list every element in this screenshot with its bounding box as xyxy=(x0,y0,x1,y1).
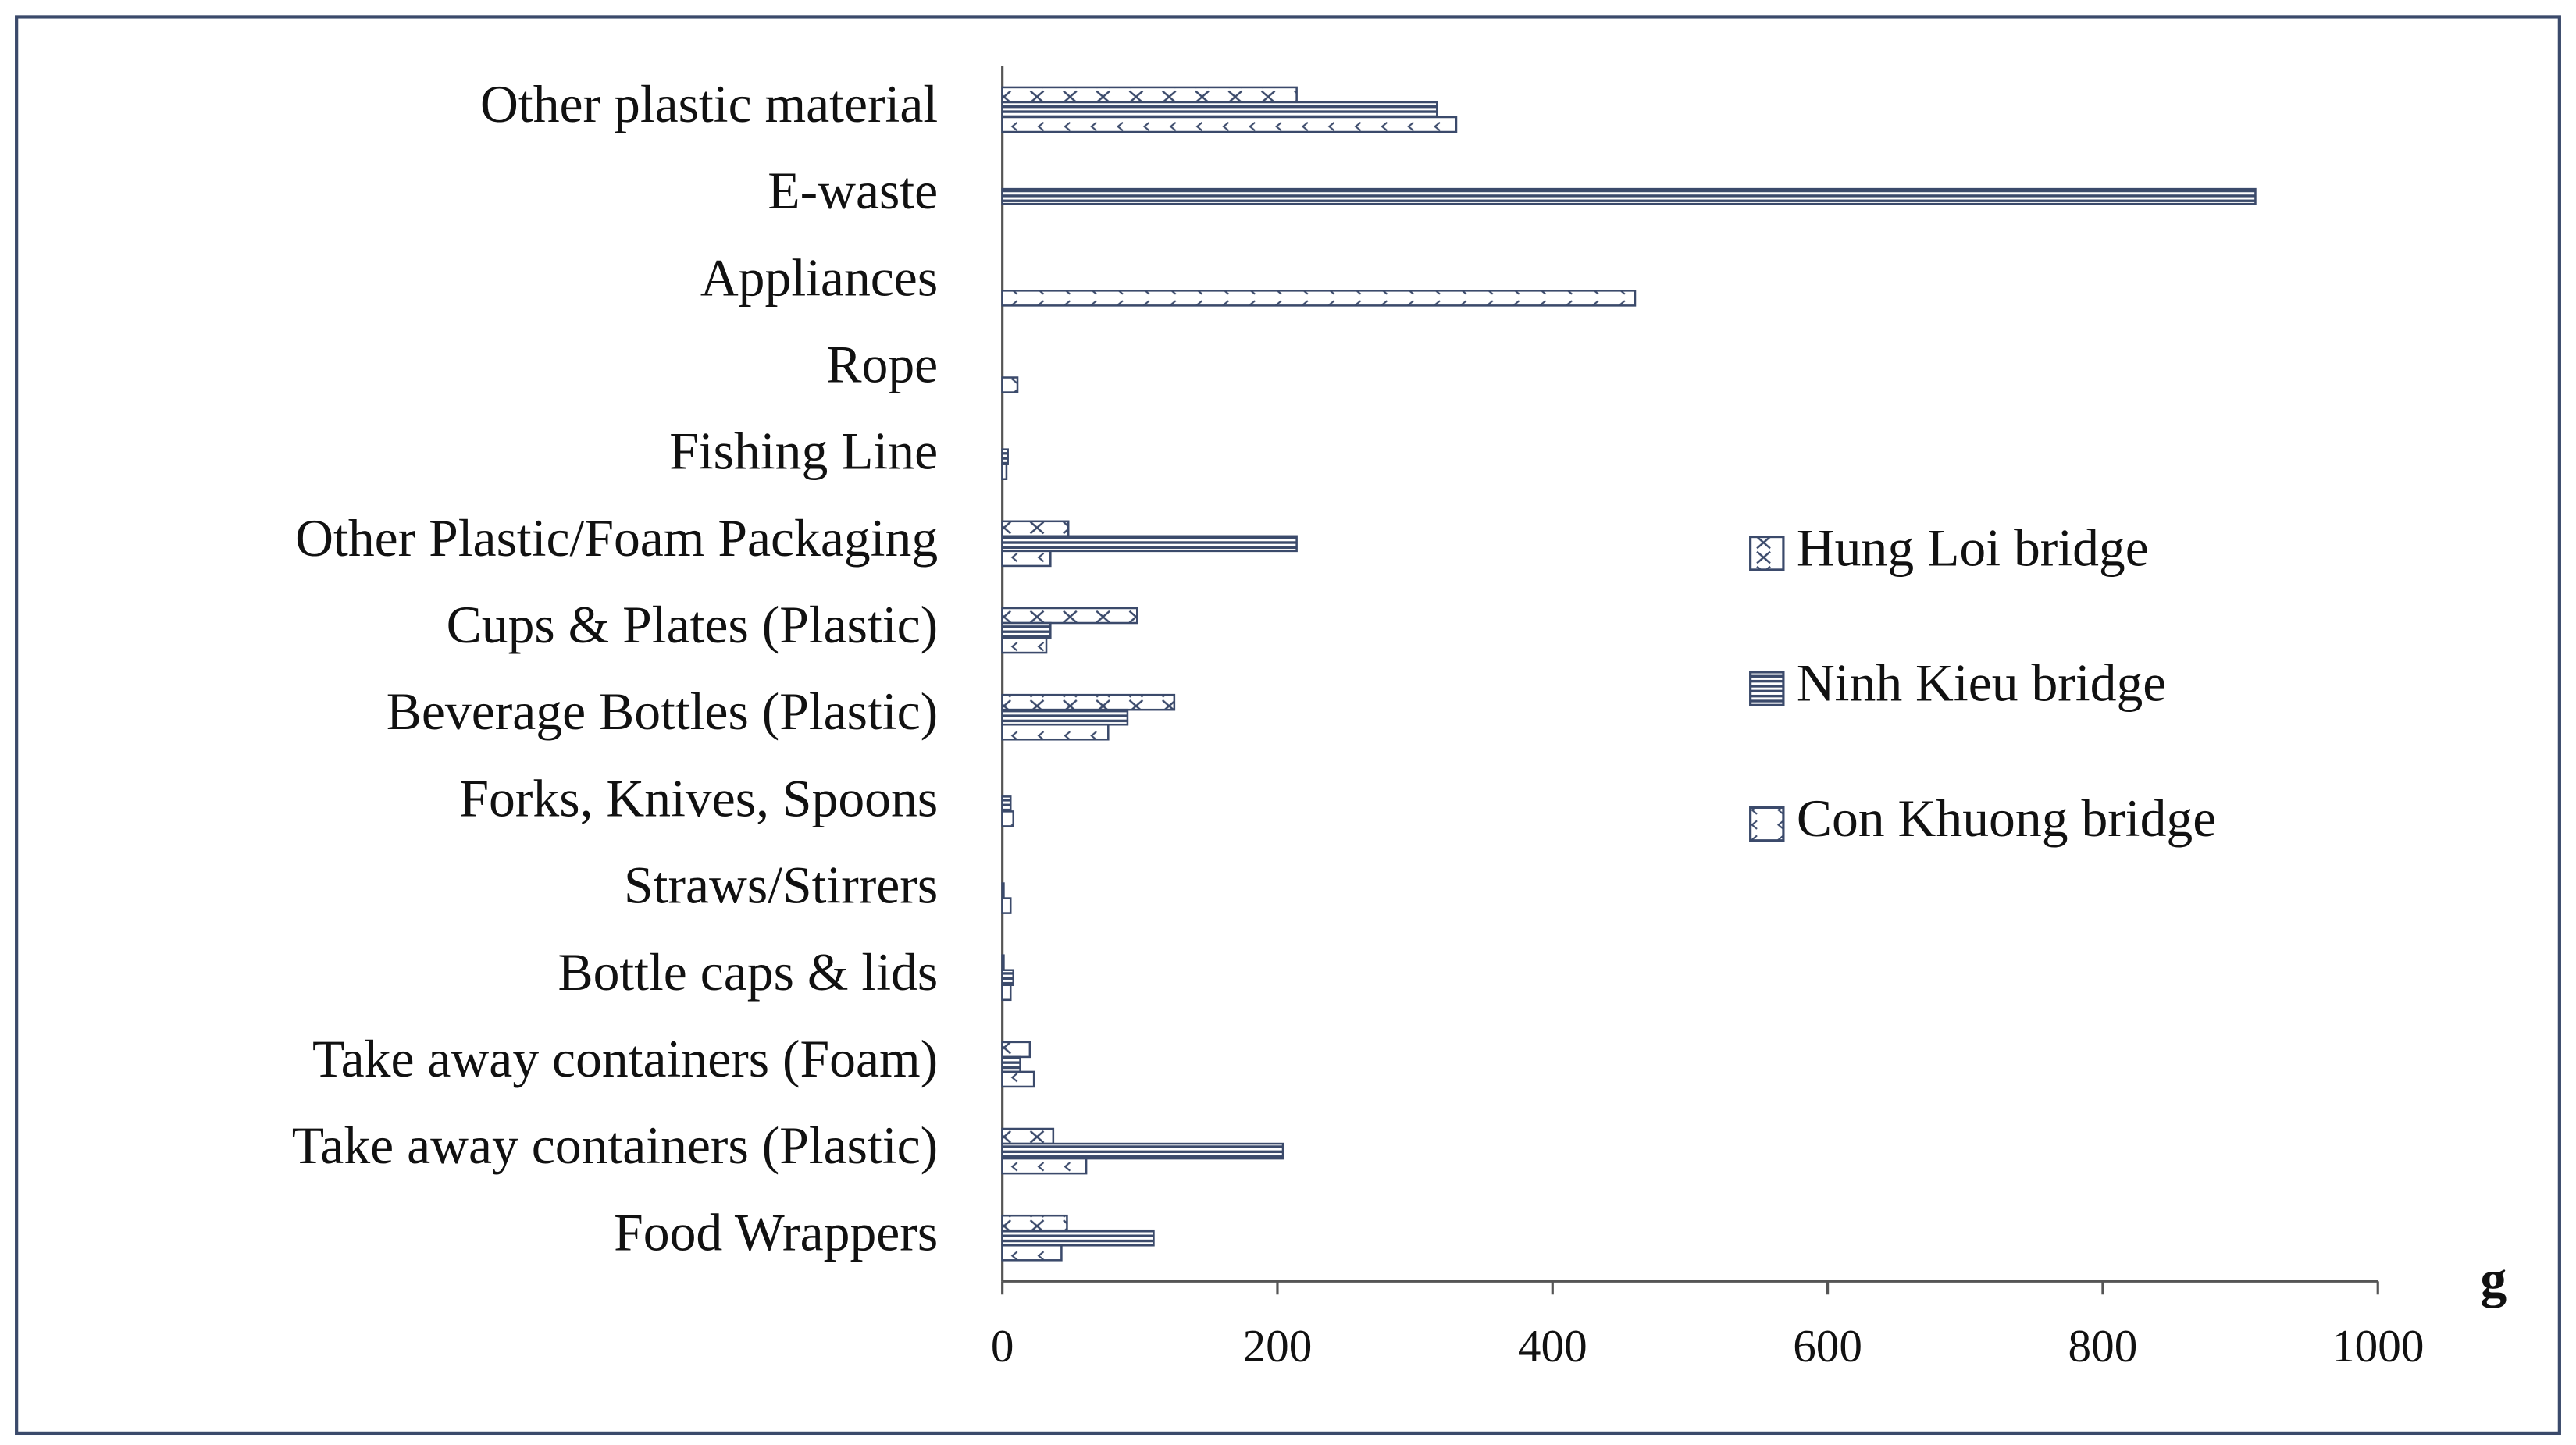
legend-swatch xyxy=(1749,806,1785,842)
bar xyxy=(1001,810,1015,827)
bar xyxy=(1001,621,1052,639)
frame xyxy=(15,15,2561,1436)
y-tick-label: Appliances xyxy=(700,248,938,307)
bar xyxy=(1001,376,1019,393)
bar xyxy=(1001,954,1005,971)
bar xyxy=(1001,1157,1088,1175)
bar xyxy=(1001,101,1438,119)
bar xyxy=(1001,1142,1284,1160)
y-tick-label: Fishing Line xyxy=(669,422,938,481)
bar xyxy=(1001,1070,1035,1088)
bar xyxy=(1001,116,1458,133)
bar xyxy=(1001,520,1070,538)
bar xyxy=(1001,984,1012,1002)
bar xyxy=(1001,897,1012,914)
x-tick-label: 0 xyxy=(991,1320,1014,1372)
bar xyxy=(1001,448,1009,465)
x-tick-label: 200 xyxy=(1243,1320,1313,1372)
bar xyxy=(1001,1229,1155,1247)
bar xyxy=(1001,723,1110,741)
legend-swatch xyxy=(1749,536,1785,571)
bar xyxy=(1001,607,1138,625)
bar xyxy=(1001,795,1012,813)
legend-label: Hung Loi bridge xyxy=(1797,518,2149,577)
bar xyxy=(1001,636,1048,654)
y-tick-label: E-waste xyxy=(768,162,938,220)
bar xyxy=(1001,1244,1063,1262)
bar xyxy=(1001,187,2257,205)
y-tick-label: Take away containers (Foam) xyxy=(312,1030,938,1088)
bar xyxy=(1001,882,1005,899)
bar xyxy=(1001,290,1637,307)
y-tick-label: Other Plastic/Foam Packaging xyxy=(295,509,938,568)
y-tick-label: Cups & Plates (Plastic) xyxy=(447,596,939,654)
bar xyxy=(1001,535,1298,553)
legend-swatch xyxy=(1749,671,1785,706)
y-tick-label: Straws/Stirrers xyxy=(624,856,938,915)
x-tick-label: 800 xyxy=(2068,1320,2138,1372)
y-tick-label: Bottle caps & lids xyxy=(558,943,938,1002)
legend-label: Con Khuong bridge xyxy=(1797,789,2216,848)
legend-label: Ninh Kieu bridge xyxy=(1797,654,2167,713)
x-tick-label: 600 xyxy=(1793,1320,1862,1372)
bar xyxy=(1001,693,1176,711)
x-tick-label: 1000 xyxy=(2332,1320,2424,1372)
y-tick-label: Other plastic material xyxy=(480,75,938,133)
y-tick-label: Beverage Bottles (Plastic) xyxy=(387,682,938,741)
bar xyxy=(1001,86,1298,104)
bar xyxy=(1001,1041,1031,1059)
x-axis-title: g xyxy=(2480,1250,2507,1308)
y-tick-label: Take away containers (Plastic) xyxy=(292,1116,938,1175)
bar xyxy=(1001,1127,1055,1145)
bar xyxy=(1001,969,1015,987)
y-tick-label: Food Wrappers xyxy=(614,1203,938,1262)
bar xyxy=(1001,1055,1021,1073)
y-tick-label: Forks, Knives, Spoons xyxy=(459,769,938,827)
y-tick-label: Rope xyxy=(826,336,938,394)
x-tick-label: 400 xyxy=(1518,1320,1587,1372)
bar xyxy=(1001,463,1008,480)
bar xyxy=(1001,708,1129,726)
bar xyxy=(1001,1214,1068,1232)
bar xyxy=(1001,550,1052,568)
